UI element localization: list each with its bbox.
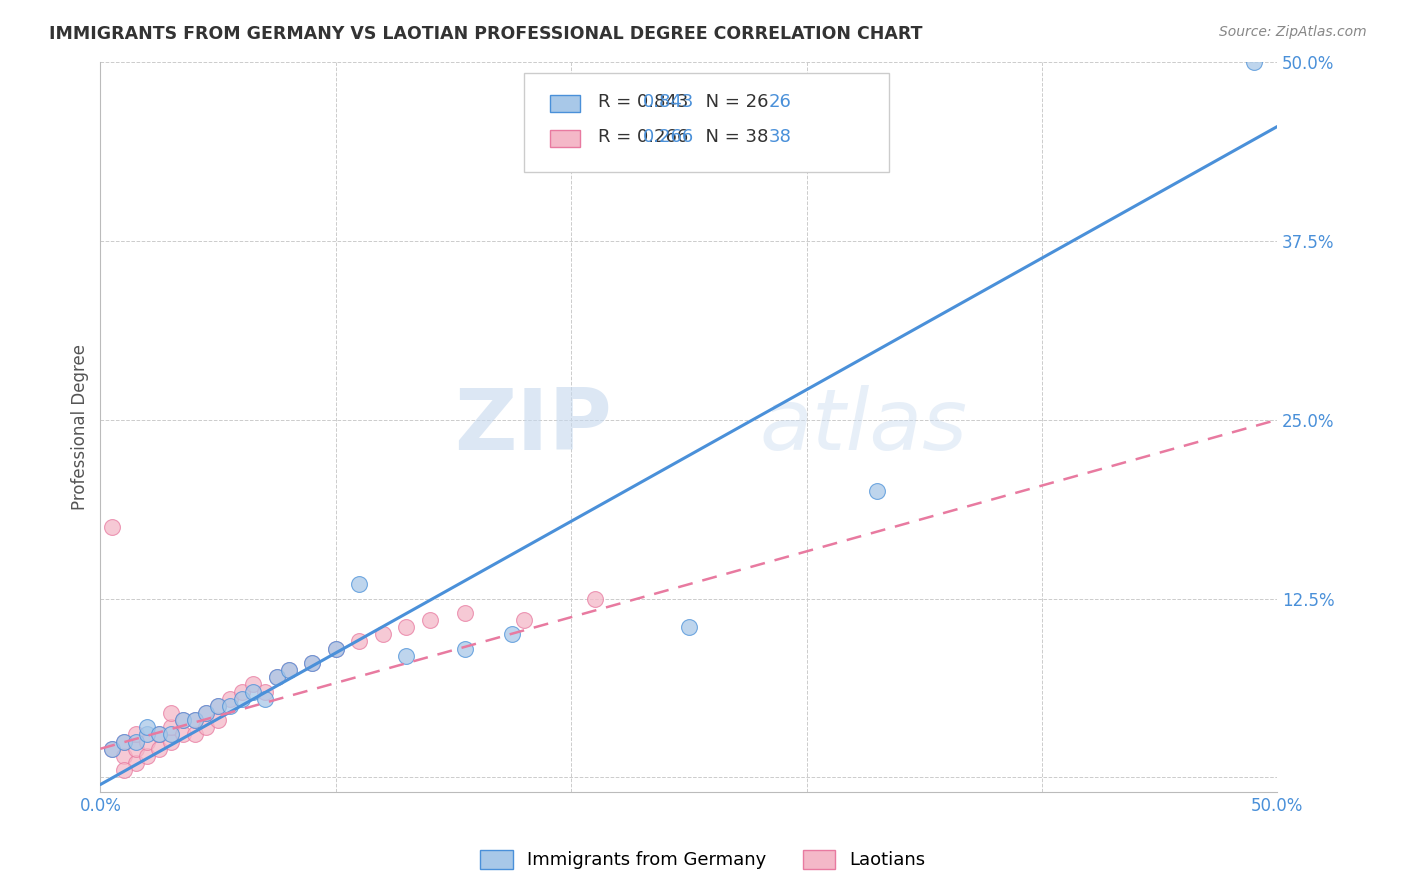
Point — [207, 698, 229, 713]
Point — [678, 620, 700, 634]
Legend: Immigrants from Germany, Laotians: Immigrants from Germany, Laotians — [471, 841, 935, 879]
Point — [101, 741, 124, 756]
Point — [160, 720, 183, 734]
Point — [112, 748, 135, 763]
Point — [160, 727, 183, 741]
Point — [419, 613, 441, 627]
Point — [866, 484, 889, 499]
Point — [124, 734, 146, 748]
Point — [242, 684, 264, 698]
Point — [277, 663, 299, 677]
Point — [454, 606, 477, 620]
Point — [183, 727, 205, 741]
Y-axis label: Professional Degree: Professional Degree — [72, 344, 89, 510]
Point — [136, 748, 159, 763]
Point — [183, 713, 205, 727]
Point — [112, 763, 135, 777]
Point — [254, 684, 277, 698]
FancyBboxPatch shape — [550, 95, 579, 112]
Point — [124, 756, 146, 770]
Point — [195, 706, 218, 720]
Text: Source: ZipAtlas.com: Source: ZipAtlas.com — [1219, 25, 1367, 39]
Point — [160, 706, 183, 720]
Point — [101, 741, 124, 756]
Point — [124, 741, 146, 756]
Point — [112, 734, 135, 748]
Point — [195, 706, 218, 720]
Point — [325, 641, 347, 656]
Point — [231, 684, 253, 698]
Point — [218, 698, 240, 713]
Point — [454, 641, 477, 656]
Point — [395, 648, 418, 663]
Text: 38: 38 — [769, 128, 792, 146]
Point — [1243, 55, 1265, 70]
Point — [148, 741, 170, 756]
Point — [136, 727, 159, 741]
Text: R = 0.843   N = 26: R = 0.843 N = 26 — [598, 94, 769, 112]
Point — [266, 670, 288, 684]
Point — [231, 691, 253, 706]
Point — [207, 713, 229, 727]
Text: IMMIGRANTS FROM GERMANY VS LAOTIAN PROFESSIONAL DEGREE CORRELATION CHART: IMMIGRANTS FROM GERMANY VS LAOTIAN PROFE… — [49, 25, 922, 43]
Point — [277, 663, 299, 677]
Point — [349, 577, 371, 591]
Point — [160, 734, 183, 748]
Point — [183, 713, 205, 727]
FancyBboxPatch shape — [524, 73, 889, 171]
Point — [207, 698, 229, 713]
FancyBboxPatch shape — [550, 130, 579, 147]
Point — [124, 727, 146, 741]
Point — [242, 677, 264, 691]
Point — [301, 656, 323, 670]
Text: atlas: atlas — [759, 385, 967, 468]
Point — [254, 691, 277, 706]
Point — [136, 720, 159, 734]
Point — [301, 656, 323, 670]
Point — [371, 627, 394, 641]
Point — [148, 727, 170, 741]
Point — [513, 613, 536, 627]
Point — [172, 713, 194, 727]
Point — [501, 627, 523, 641]
Point — [325, 641, 347, 656]
Point — [112, 734, 135, 748]
Point — [101, 520, 124, 534]
Text: 0.266: 0.266 — [643, 128, 695, 146]
Point — [195, 720, 218, 734]
Point — [172, 727, 194, 741]
Point — [266, 670, 288, 684]
Text: 0.843: 0.843 — [643, 94, 695, 112]
Point — [172, 713, 194, 727]
Text: ZIP: ZIP — [454, 385, 612, 468]
Point — [583, 591, 606, 606]
Point — [349, 634, 371, 648]
Point — [218, 691, 240, 706]
Text: 26: 26 — [769, 94, 792, 112]
Point — [148, 727, 170, 741]
Point — [395, 620, 418, 634]
Text: R = 0.266   N = 38: R = 0.266 N = 38 — [598, 128, 769, 146]
Point — [136, 734, 159, 748]
